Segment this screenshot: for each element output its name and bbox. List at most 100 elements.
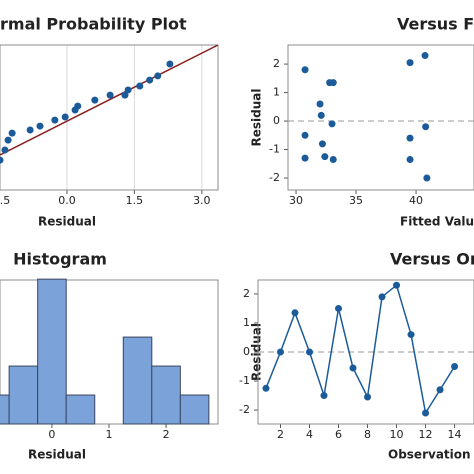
data-point	[276, 348, 284, 356]
y-tick-label: 1	[243, 316, 250, 329]
data-point	[349, 364, 357, 372]
histogram-bar	[179, 394, 210, 425]
y-tick-label: 0	[273, 114, 280, 127]
x-tick-label: 1.5	[126, 194, 144, 207]
panel-title: rmal Probability Plot	[0, 15, 187, 34]
fit-line	[0, 44, 219, 156]
x-axis-label: Fitted Valu	[400, 215, 474, 229]
x-tick-label: 2	[277, 428, 284, 441]
x-tick-label: 35	[349, 194, 363, 207]
data-point	[335, 304, 343, 312]
panel: Versus Fitt Fitted Valu Residual 30 35 40 2 1 0 -…	[250, 15, 474, 229]
x-tick-label: 0	[48, 428, 55, 441]
histogram-bar	[122, 336, 153, 425]
plot-frame	[0, 279, 219, 425]
x-axis-label: Observation O	[388, 448, 474, 462]
data-point	[421, 52, 429, 60]
data-point	[422, 123, 430, 131]
data-point	[301, 131, 309, 139]
x-tick-label: -1.5	[0, 194, 10, 207]
histogram-bar	[0, 394, 10, 425]
y-tick-label: 1	[273, 86, 280, 99]
plot-frame	[0, 44, 219, 191]
panel-title: Versus Orc	[390, 250, 474, 269]
histogram-bar	[151, 365, 181, 425]
data-point	[262, 384, 270, 392]
y-tick-label: 2	[273, 57, 280, 70]
x-tick-label: 2	[163, 428, 170, 441]
x-tick-label: 40	[409, 194, 423, 207]
x-tick-label: 0.0	[58, 194, 76, 207]
series-line	[265, 283, 456, 416]
data-point	[8, 129, 16, 137]
data-point	[406, 59, 414, 67]
data-point	[166, 60, 174, 68]
data-point	[328, 120, 336, 128]
x-tick-label: 6	[335, 428, 342, 441]
data-point	[301, 154, 309, 162]
y-tick-label: -2	[269, 171, 280, 184]
y-tick-label: -2	[239, 403, 250, 416]
data-point	[451, 363, 459, 371]
data-point	[406, 156, 414, 164]
x-axis-label: Residual	[28, 448, 86, 462]
y-tick-label: 2	[243, 287, 250, 300]
data-point	[26, 126, 34, 134]
data-point	[136, 82, 144, 90]
plot-frame	[287, 44, 474, 191]
data-point	[51, 116, 59, 124]
y-axis-label: Residual	[250, 89, 264, 147]
data-point	[0, 156, 4, 164]
x-tick-label: 4	[306, 428, 313, 441]
y-tick-label: 0	[243, 345, 250, 358]
data-point	[318, 140, 326, 148]
data-point	[407, 331, 415, 339]
x-tick-label: 3.0	[193, 194, 211, 207]
data-point	[154, 72, 162, 80]
x-tick-label: 1	[106, 428, 113, 441]
data-point	[317, 111, 325, 119]
data-point	[61, 113, 69, 121]
panel: Versus OrcObservation OResidual246810121…	[239, 250, 474, 462]
data-point	[321, 153, 329, 161]
x-tick-label: 10	[390, 428, 404, 441]
data-point	[74, 102, 82, 110]
data-point	[406, 134, 414, 142]
panel: rmal Probability Plot Residual -1.5 0.0 1.5 3…	[0, 15, 219, 229]
data-point	[124, 86, 132, 94]
data-point	[146, 76, 154, 84]
data-point	[422, 409, 430, 417]
data-point	[91, 96, 99, 104]
histogram-bar	[8, 365, 39, 425]
data-point	[378, 293, 386, 301]
data-point	[106, 91, 114, 99]
histogram-bar	[65, 394, 96, 425]
data-point	[393, 281, 401, 289]
data-point	[1, 146, 9, 154]
histogram-bar	[37, 278, 67, 425]
data-point	[4, 136, 12, 144]
x-tick-label: 12	[419, 428, 433, 441]
data-point	[320, 392, 328, 400]
y-tick-label: -1	[269, 143, 280, 156]
panel-title: Versus Fitt	[397, 15, 474, 34]
data-point	[329, 156, 337, 164]
y-tick-label: -1	[239, 374, 250, 387]
data-point	[305, 348, 313, 356]
data-point	[316, 100, 324, 108]
data-point	[301, 66, 309, 74]
data-point	[423, 174, 431, 182]
x-tick-label: 8	[364, 428, 371, 441]
data-point	[364, 393, 372, 401]
data-point	[291, 309, 299, 317]
data-point	[121, 91, 129, 99]
panel: Histogram Residual 0 1 2	[0, 250, 219, 462]
x-tick-label: 14	[448, 428, 462, 441]
data-point	[329, 79, 337, 87]
x-axis-label: Residual	[38, 215, 96, 229]
x-tick-label: 30	[289, 194, 303, 207]
data-point	[36, 122, 44, 130]
data-point	[436, 386, 444, 394]
panel-title: Histogram	[13, 250, 107, 269]
